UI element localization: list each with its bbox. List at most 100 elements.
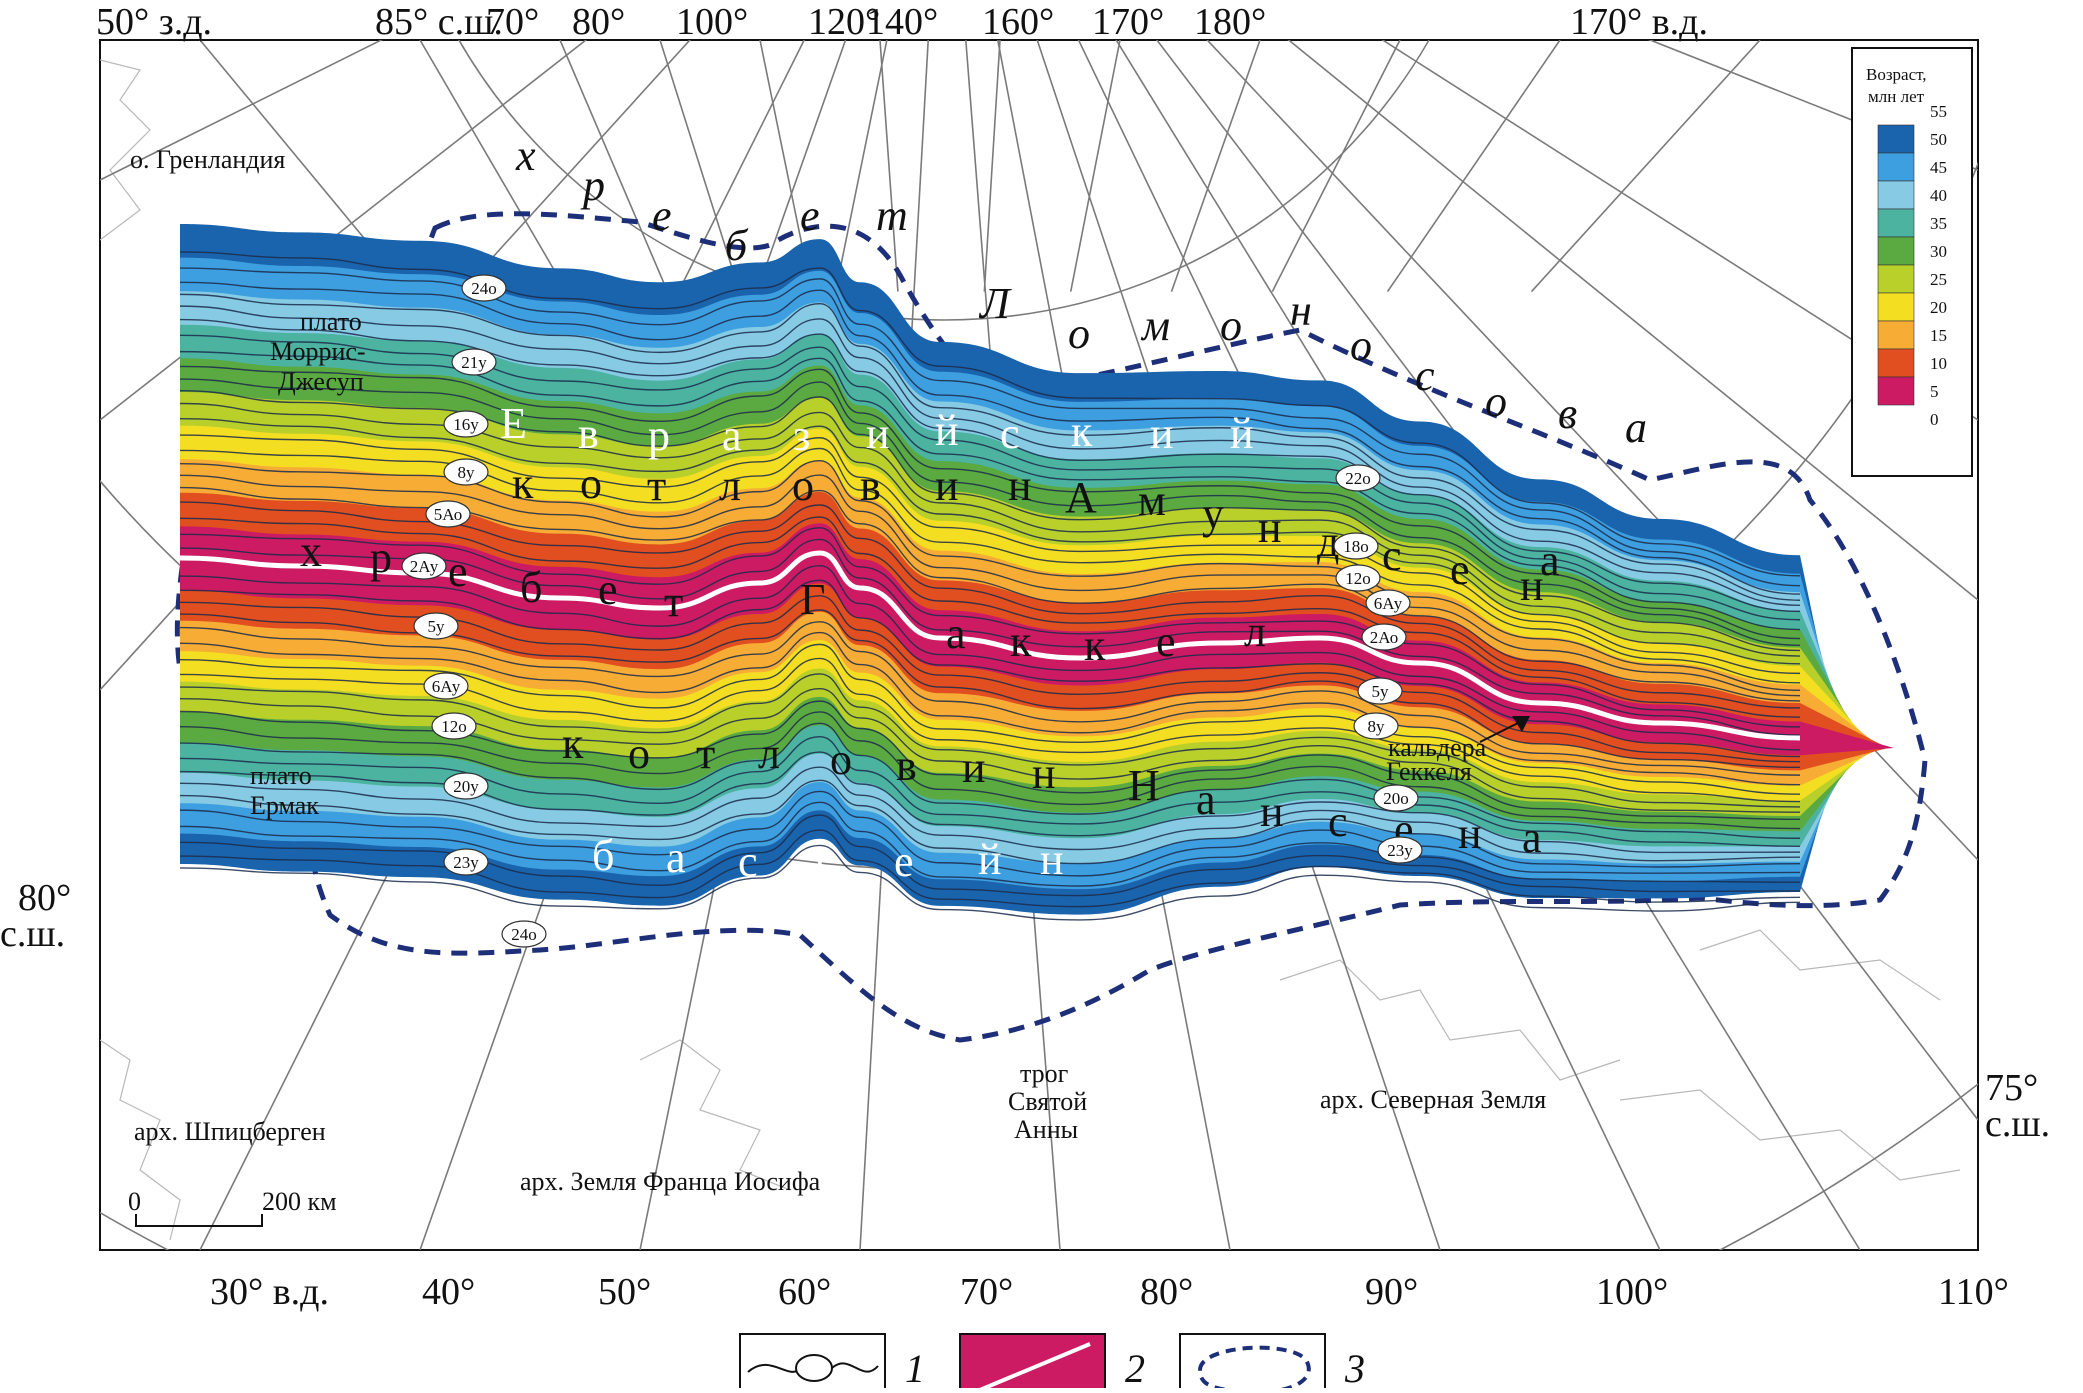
nansen-letter: Н: [1128, 761, 1160, 810]
svg-text:12о: 12о: [441, 717, 467, 736]
top-frame-labels: 50° з.д. 85° с.ш.70° 80° 100° 120°140° 160° 17…: [96, 1, 1708, 43]
legend-tick: 0: [1930, 410, 1939, 429]
caldera-label-2: Геккеля: [1386, 757, 1472, 786]
svg-text:6Ау: 6Ау: [432, 677, 461, 696]
isochron-line: [179, 516, 1801, 718]
top-label: 70°: [486, 1, 539, 43]
lomonosov-letter: е: [800, 191, 820, 240]
gakkel-letter: л: [1244, 607, 1266, 656]
kotlovina-top-letter: о: [792, 461, 814, 510]
isochron-line: [179, 564, 1801, 751]
gakkel-letter: т: [664, 577, 683, 626]
isochron-line: [179, 486, 1801, 702]
scale-end: 200 км: [262, 1187, 337, 1216]
isochron-line: [179, 766, 1801, 862]
legend-tick: 30: [1930, 242, 1947, 261]
bottom-label: 70°: [960, 1271, 1013, 1313]
top-label: 160°: [982, 1, 1054, 43]
svg-text:24о: 24о: [471, 279, 497, 298]
map-key: 1 2 3: [739, 1333, 1365, 1393]
svg-text:16у: 16у: [453, 415, 479, 434]
svg-text:6Ау: 6Ау: [1374, 594, 1403, 613]
isochron-line: [179, 657, 1801, 803]
nansen-letter: с: [1328, 797, 1348, 846]
legend-swatch: [1877, 152, 1915, 182]
gakkel-letter: е: [1156, 617, 1176, 666]
legend-tick: 25: [1930, 270, 1947, 289]
top-label: 180°: [1194, 1, 1266, 43]
anomaly-marker: 2Ао: [1361, 623, 1407, 651]
isochron-line: [179, 790, 1801, 877]
svg-text:18о: 18о: [1343, 537, 1369, 556]
bottom-label: 90°: [1365, 1271, 1418, 1313]
top-label: 140°: [866, 1, 938, 43]
basin-letter: н: [1040, 835, 1064, 884]
anomaly-marker: 18о: [1333, 532, 1379, 560]
kotlovina-bottom-letter: т: [696, 729, 715, 778]
eurasian-letter: с: [1000, 409, 1020, 458]
bottom-label: 50°: [598, 1271, 651, 1313]
kotlovina-top-letter: о: [580, 459, 602, 508]
isochron-line: [179, 417, 1801, 665]
anomaly-marker: 16у: [443, 410, 489, 438]
scale-zero: 0: [128, 1187, 141, 1216]
bottom-label: 80°: [1140, 1271, 1193, 1313]
anomaly-marker: 5у: [413, 612, 459, 640]
isochron-line: [179, 501, 1801, 709]
legend-swatch: [1877, 320, 1915, 350]
isochron-line: [179, 844, 1801, 921]
kotlovina-bottom-letter: к: [562, 719, 584, 768]
legend-swatch: [1877, 208, 1915, 238]
svg-text:2Ау: 2Ау: [410, 557, 439, 576]
anomaly-marker: 8у: [1353, 712, 1399, 740]
kotlovina-top-letter: л: [719, 461, 741, 510]
gakkel-letter: х: [300, 527, 322, 576]
kotlovina-bottom-letter: и: [962, 743, 986, 792]
anomaly-marker: 20у: [443, 772, 489, 800]
isochron-line: [179, 402, 1801, 657]
isochron-line: [179, 711, 1801, 830]
lomonosov-letter: р: [580, 161, 605, 210]
eurasian-letter: з: [793, 411, 810, 460]
basin-letter: а: [666, 833, 686, 882]
anomaly-marker: 2Ау: [401, 552, 447, 580]
magnetic-anomalies: 24о21у16у8у5Ао2Ау5у6Ау12о20у23у24о22о18о…: [401, 274, 1423, 948]
legend-tick: 55: [1930, 102, 1947, 121]
svg-text:22о: 22о: [1345, 469, 1371, 488]
gakkel-letter: е: [598, 565, 618, 614]
kotlovina-top-letter: и: [935, 461, 959, 510]
basin-letter: с: [816, 837, 836, 886]
basin-letter: б: [592, 831, 614, 880]
svg-text:5у: 5у: [428, 617, 446, 636]
age-band-9: [180, 523, 1894, 756]
morris-label-3: Джесуп: [278, 367, 364, 396]
top-label: 85° с.ш.: [375, 1, 503, 43]
nansen-letter: н: [1260, 787, 1284, 836]
eurasian-letter: а: [722, 411, 742, 460]
eurasian-letter: й: [1230, 409, 1254, 458]
svg-text:21у: 21у: [461, 353, 487, 372]
eurasian-letter: к: [1071, 407, 1093, 456]
svg-text:20о: 20о: [1383, 789, 1409, 808]
kotlovina-bottom-letter: л: [758, 729, 780, 778]
lomonosov-letter: х: [515, 131, 536, 180]
lomonosov-letter: е: [652, 191, 672, 240]
isochron-line: [179, 538, 1801, 736]
spitsbergen-label: арх. Шпицберген: [134, 1117, 326, 1146]
eurasian-letter: й: [935, 406, 959, 455]
amundsen-letter: а: [1540, 536, 1560, 585]
lomonosov-letter: а: [1625, 403, 1647, 452]
isochron-line: [179, 293, 1801, 601]
legend-swatch: [1877, 348, 1915, 378]
isochron-line: [179, 801, 1801, 887]
bottom-frame-labels: 30° в.д. 40° 50° 60° 70° 80° 90° 100° 110°: [210, 1271, 2009, 1313]
gakkel-letter: б: [520, 563, 542, 612]
legend-tick: 15: [1930, 326, 1947, 345]
legend-swatch: [1877, 180, 1915, 210]
isochron-line: [179, 621, 1801, 776]
amundsen-letter: у: [1202, 489, 1224, 538]
isochron-line: [179, 631, 1801, 786]
nansen-letter: а: [1522, 813, 1542, 862]
